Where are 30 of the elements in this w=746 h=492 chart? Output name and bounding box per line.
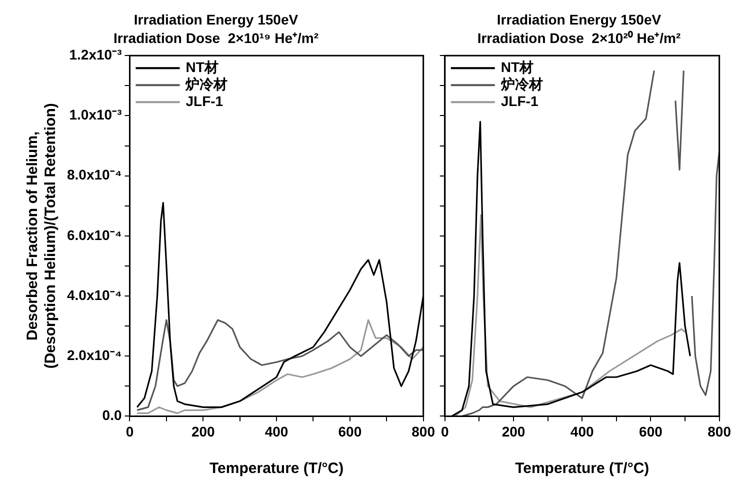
legend-label: 炉冷材 bbox=[184, 76, 228, 92]
chart-subtitle: Irradiation Dose 2×10¹⁹ He⁺/m² bbox=[114, 30, 319, 46]
y-tick-label: 1.2x10⁻³ bbox=[69, 46, 122, 62]
y-tick-label: 8.0x10⁻⁴ bbox=[66, 166, 122, 183]
x-tick-label: 600 bbox=[639, 423, 663, 440]
y-tick-label: 4.0x10⁻⁴ bbox=[66, 286, 122, 303]
x-tick-label: 600 bbox=[338, 423, 362, 440]
legend-label: JLF-1 bbox=[186, 92, 224, 109]
x-axis-title: Temperature (T/°C) bbox=[209, 460, 344, 478]
y-tick-label: 2.0x10⁻⁴ bbox=[66, 346, 122, 363]
chart-subtitle: Irradiation Dose 2×10²⁰ He⁺/m² bbox=[477, 30, 682, 46]
chart-title: Irradiation Energy 150eV bbox=[134, 11, 299, 28]
x-tick-label: 200 bbox=[502, 423, 526, 440]
x-tick-label: 0 bbox=[440, 423, 449, 440]
y-axis-title: Desorbed Fraction of Helium, (Desorption Helium)/(Total Retention) bbox=[24, 103, 60, 369]
x-tick-label: 800 bbox=[412, 423, 436, 440]
x-tick-label: 200 bbox=[191, 423, 216, 440]
x-axis-title: Temperature (T/°C) bbox=[515, 460, 650, 478]
legend-label: NT材 bbox=[186, 58, 218, 75]
x-tick-label: 400 bbox=[570, 423, 594, 440]
legend-label: NT材 bbox=[500, 58, 534, 75]
chart-title: Irradiation Energy 150eV bbox=[496, 11, 662, 28]
legend-label: JLF-1 bbox=[500, 92, 538, 109]
y-tick-label: 1.0x10⁻³ bbox=[69, 106, 122, 123]
y-tick-label: 0.0 bbox=[102, 407, 122, 424]
y-tick-label: 6.0x10⁻⁴ bbox=[66, 226, 122, 243]
x-tick-label: 0 bbox=[126, 423, 134, 440]
x-tick-label: 400 bbox=[264, 423, 288, 440]
legend-label: 炉冷材 bbox=[500, 76, 543, 92]
x-tick-label: 800 bbox=[708, 423, 732, 440]
